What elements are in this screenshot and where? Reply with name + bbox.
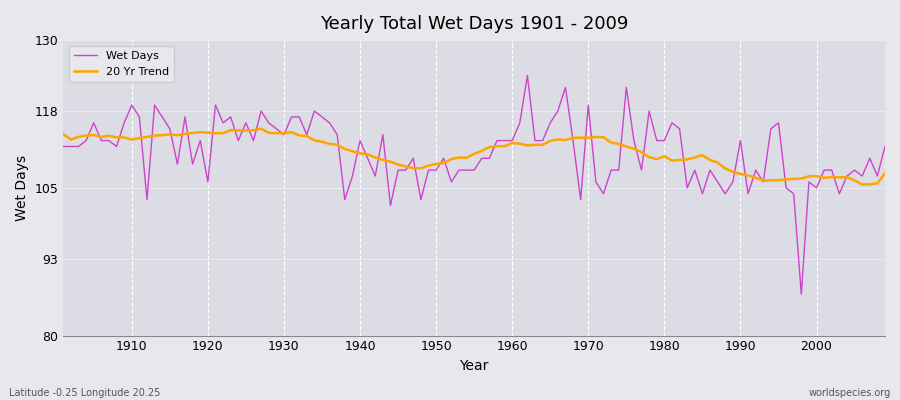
Wet Days xyxy=(796,292,806,297)
20 Yr Trend xyxy=(606,140,616,145)
Wet Days xyxy=(606,168,616,172)
Wet Days xyxy=(119,120,130,125)
20 Yr Trend xyxy=(119,135,130,140)
Wet Days xyxy=(507,138,517,143)
X-axis label: Year: Year xyxy=(460,359,489,373)
Line: Wet Days: Wet Days xyxy=(63,76,885,294)
Text: Latitude -0.25 Longitude 20.25: Latitude -0.25 Longitude 20.25 xyxy=(9,388,160,398)
Text: worldspecies.org: worldspecies.org xyxy=(809,388,891,398)
20 Yr Trend xyxy=(515,141,526,146)
Line: 20 Yr Trend: 20 Yr Trend xyxy=(63,129,885,184)
Wet Days xyxy=(58,144,68,149)
Wet Days xyxy=(332,132,343,137)
Y-axis label: Wet Days: Wet Days xyxy=(15,155,29,221)
Wet Days xyxy=(522,73,533,78)
20 Yr Trend xyxy=(293,133,304,138)
20 Yr Trend xyxy=(507,141,517,146)
Wet Days xyxy=(286,114,297,119)
Wet Days xyxy=(879,144,890,149)
20 Yr Trend xyxy=(58,132,68,136)
20 Yr Trend xyxy=(339,147,350,152)
Title: Yearly Total Wet Days 1901 - 2009: Yearly Total Wet Days 1901 - 2009 xyxy=(320,15,628,33)
Legend: Wet Days, 20 Yr Trend: Wet Days, 20 Yr Trend xyxy=(68,46,175,82)
Wet Days xyxy=(500,138,510,143)
20 Yr Trend xyxy=(857,182,868,187)
20 Yr Trend xyxy=(879,171,890,176)
20 Yr Trend xyxy=(256,126,266,131)
